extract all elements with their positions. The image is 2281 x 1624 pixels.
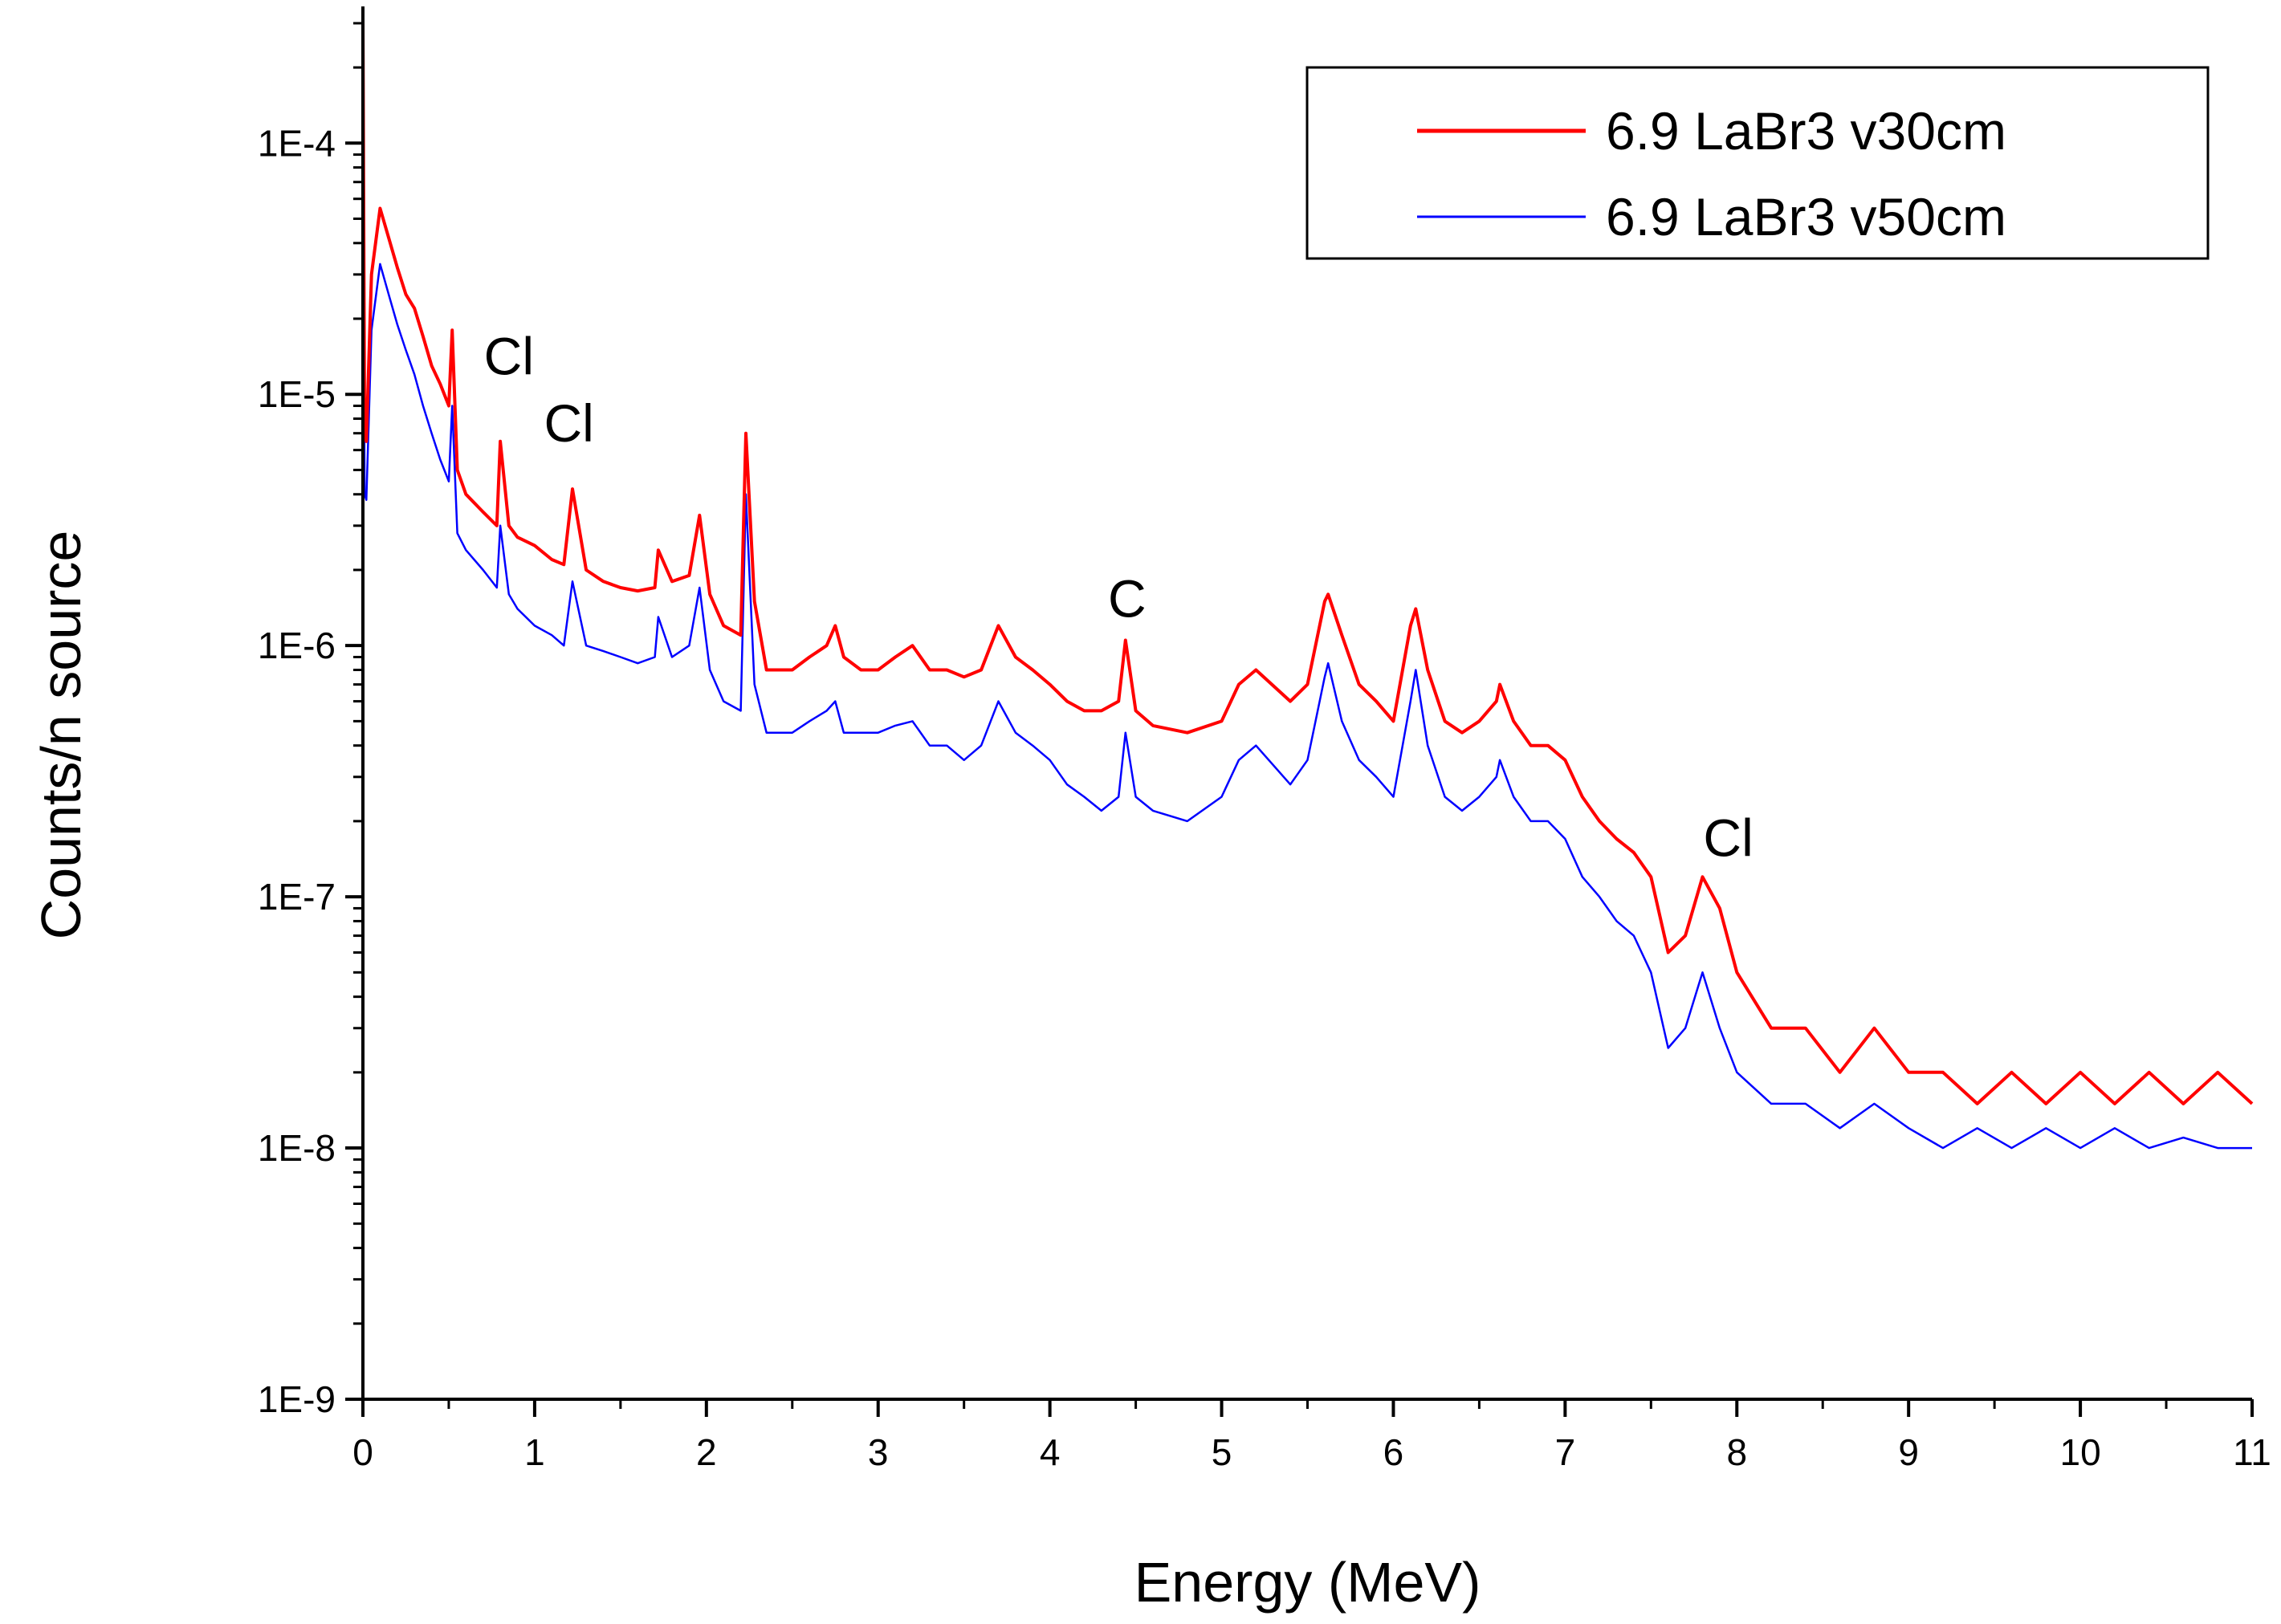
x-tick-label: 0 xyxy=(352,1431,373,1473)
x-tick-label: 3 xyxy=(868,1431,889,1473)
legend-label-v50cm: 6.9 LaBr3 v50cm xyxy=(1606,187,2006,246)
x-axis-ticks: 0 1 2 3 4 5 6 7 8 9 10 11 xyxy=(352,1399,2271,1473)
y-tick-label: 1E-9 xyxy=(258,1378,336,1420)
legend: 6.9 LaBr3 v30cm 6.9 LaBr3 v50cm xyxy=(1305,66,2210,260)
y-tick-label: 1E-6 xyxy=(258,625,336,666)
x-axis-title: Energy (MeV) xyxy=(1134,1551,1481,1614)
peak-label: Cl xyxy=(544,393,594,453)
y-axis-title: Counts/n source xyxy=(30,531,92,940)
series-layer xyxy=(361,16,2254,1150)
x-tick-label: 5 xyxy=(1212,1431,1232,1473)
x-tick-label: 2 xyxy=(696,1431,717,1473)
y-tick-label: 1E-5 xyxy=(258,373,336,415)
legend-label-v30cm: 6.9 LaBr3 v30cm xyxy=(1606,101,2006,161)
series-line-v50cm xyxy=(361,79,2252,1150)
y-tick-label: 1E-8 xyxy=(258,1127,336,1169)
y-tick-label: 1E-7 xyxy=(258,876,336,918)
x-tick-label: 9 xyxy=(1898,1431,1919,1473)
x-tick-label: 7 xyxy=(1555,1431,1576,1473)
peak-label: C xyxy=(1108,569,1147,629)
x-tick-label: 1 xyxy=(524,1431,545,1473)
x-tick-label: 10 xyxy=(2060,1431,2101,1473)
y-tick-label: 1E-4 xyxy=(258,122,336,164)
legend-box xyxy=(1305,66,2210,260)
peak-label: Cl xyxy=(484,326,534,385)
x-tick-label: 11 xyxy=(2233,1431,2271,1473)
x-tick-label: 4 xyxy=(1040,1431,1061,1473)
x-tick-label: 6 xyxy=(1383,1431,1404,1473)
y-axis-ticks: 1E-4 1E-5 1E-6 1E-7 1E-8 1E-9 xyxy=(258,22,363,1420)
series-line-v30cm xyxy=(361,16,2254,1105)
x-tick-label: 8 xyxy=(1726,1431,1747,1473)
peak-label: Cl xyxy=(1703,808,1753,868)
